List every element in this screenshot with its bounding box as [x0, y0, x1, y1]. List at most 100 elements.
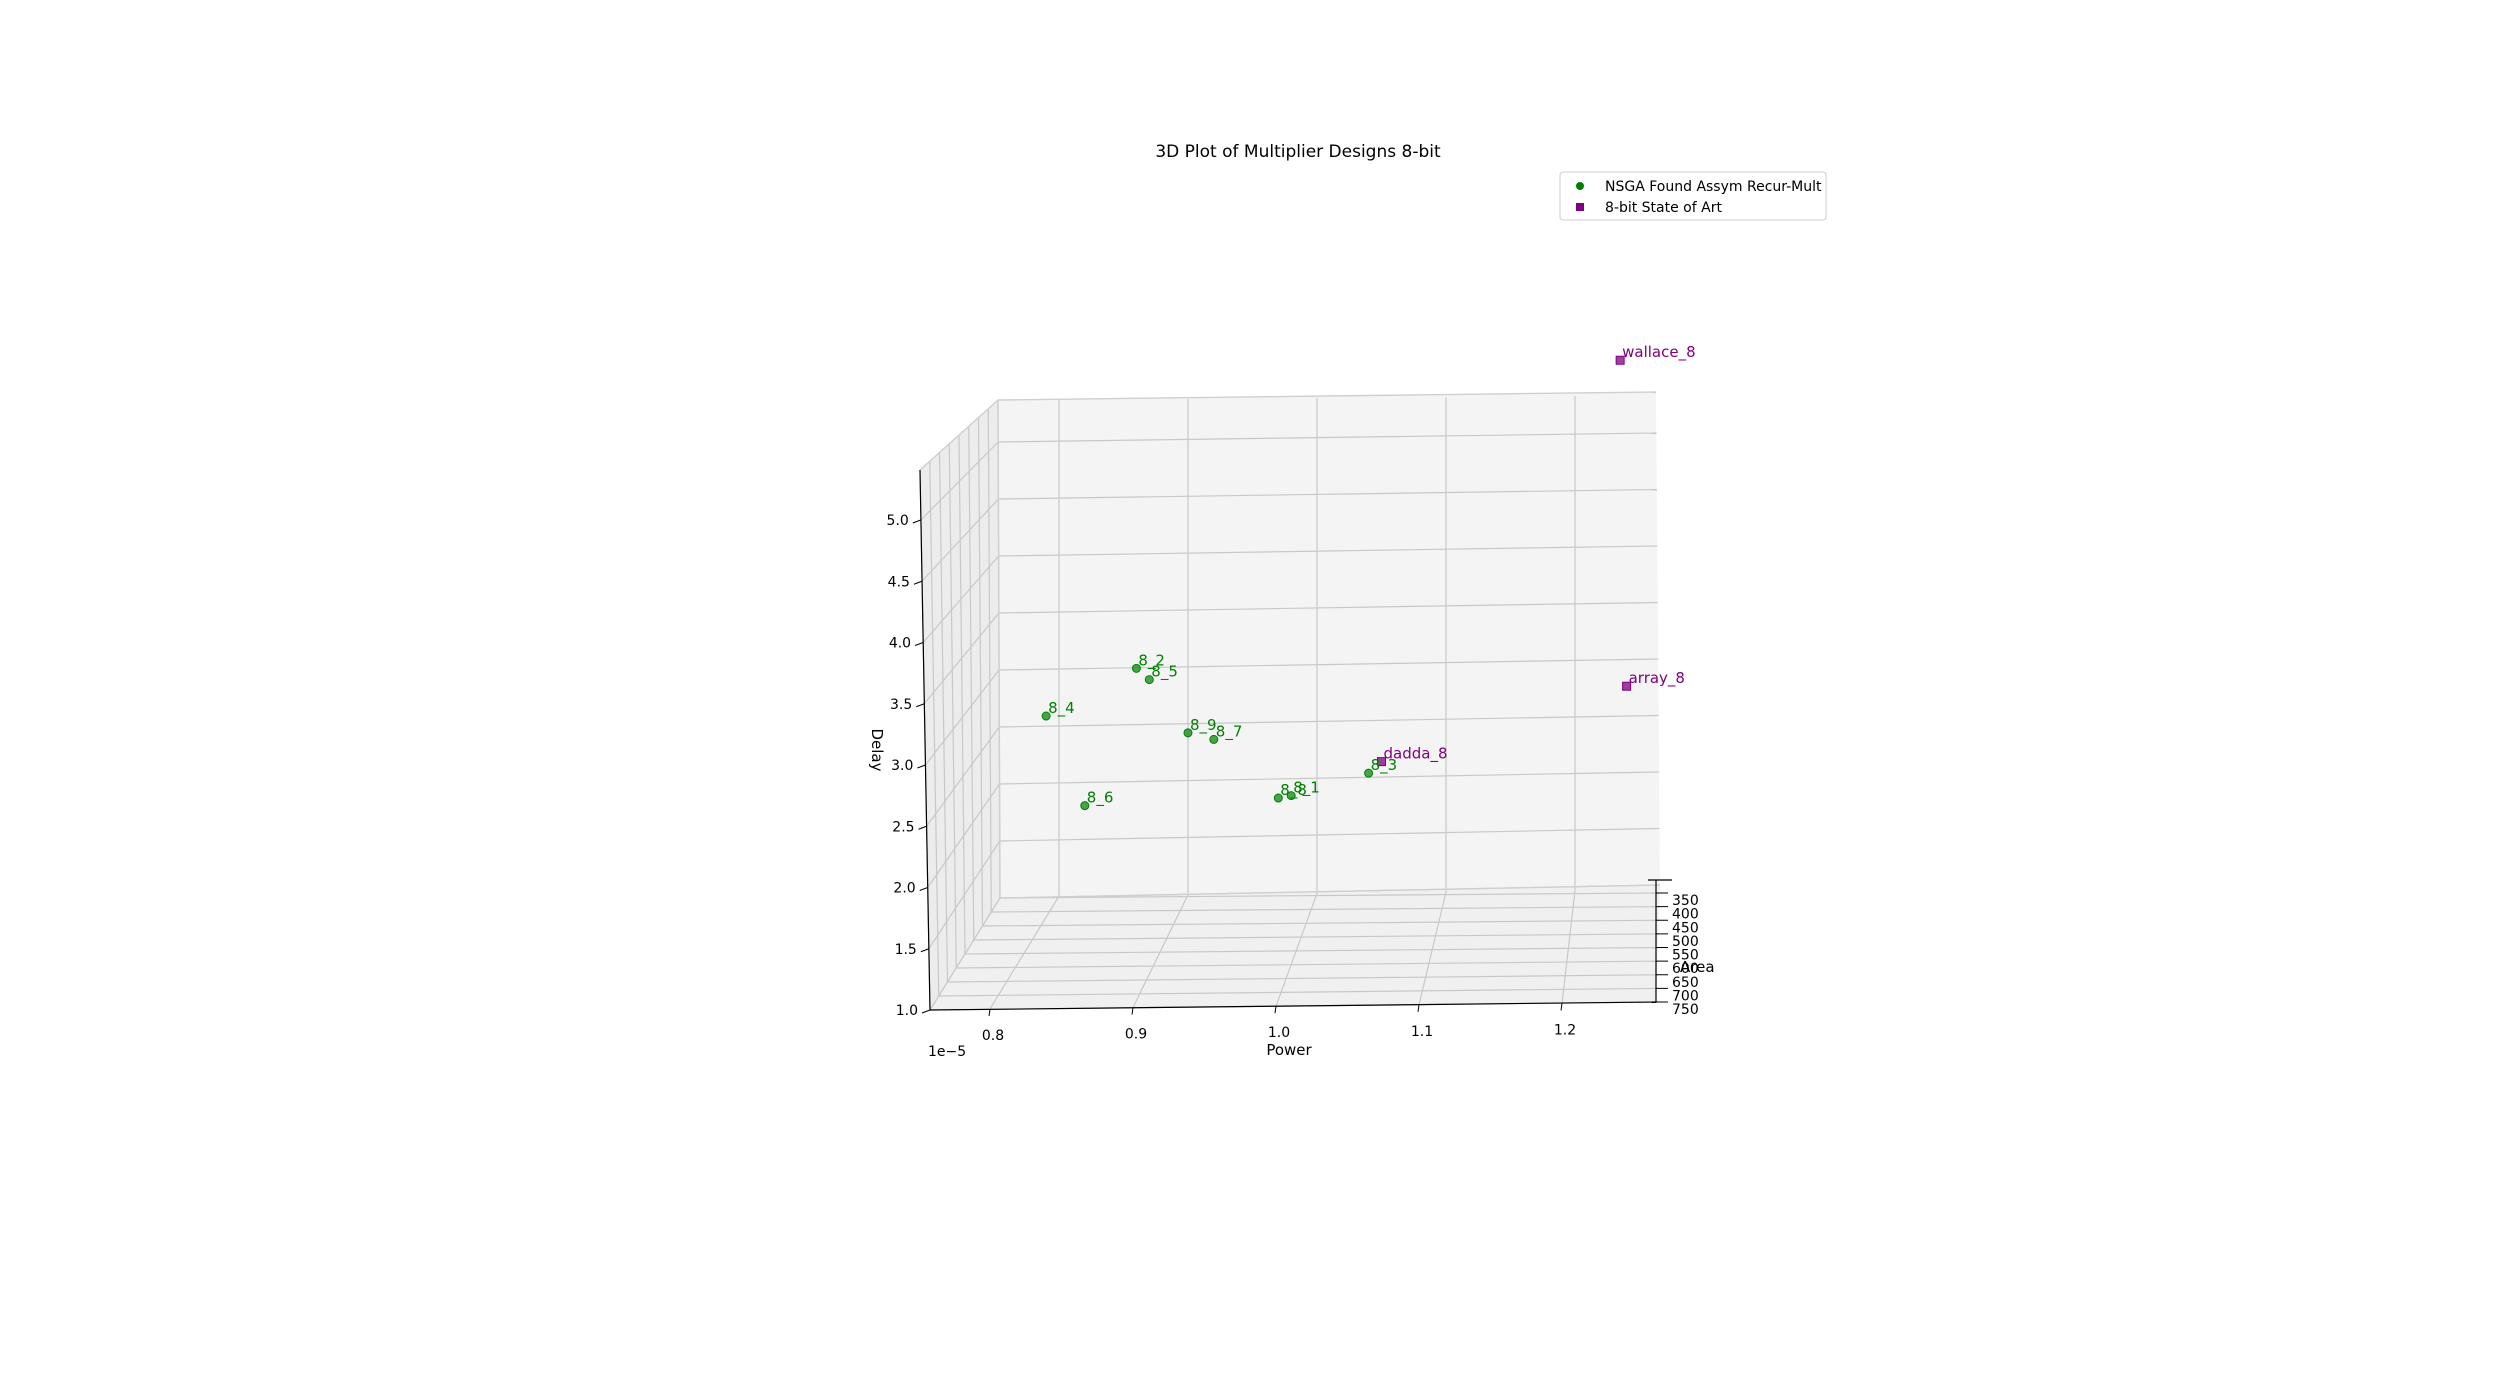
y-tick-label: 450: [1672, 920, 1699, 936]
z-tick-label: 1.5: [895, 942, 917, 958]
y-floor-gridline: [999, 892, 1659, 899]
data-label-8_5: 8_5: [1151, 663, 1178, 682]
floor-pane: [930, 885, 1660, 1010]
point-labels: 8_1 8_2 8_3 8_4 8_5 8_6 8_7 8_8 8_9 wallace_8arra…: [1048, 343, 1696, 807]
data-point-8_9: [1183, 728, 1193, 738]
z-tick: [916, 703, 925, 708]
legend-marker-state-of-art: [1576, 203, 1584, 211]
z-back-gridline: [998, 488, 1657, 500]
ticks: [912, 519, 1668, 1017]
z-tick: [921, 1009, 931, 1014]
y-floor-gridline: [982, 919, 1659, 927]
z-axis-label: Delay: [868, 728, 886, 771]
x-axis-label: Power: [1266, 1041, 1312, 1059]
x-tick: [1274, 1006, 1277, 1014]
data-label-array_8: array_8: [1629, 669, 1685, 688]
y-tick-label: 650: [1672, 975, 1699, 991]
y-tick-label: 350: [1672, 893, 1699, 909]
data-label-8_7: 8_7: [1216, 722, 1243, 741]
z-axis-line: [919, 469, 931, 1011]
z-tick-label: 2.0: [893, 881, 915, 897]
pane-edges: [919, 391, 1661, 899]
data-point-wallace_8: [1615, 355, 1625, 365]
y-floor-gridline: [973, 933, 1659, 941]
legend-marker-nsga: [1576, 182, 1584, 190]
z-tick: [914, 642, 924, 646]
data-point-dadda_8: [1377, 757, 1386, 767]
data-label-8_6: 8_6: [1087, 789, 1114, 808]
x-tick: [1560, 1003, 1563, 1011]
z-back-gridline: [999, 714, 1659, 728]
z-tick: [918, 825, 927, 830]
data-label-8_9: 8_9: [1190, 716, 1217, 735]
x-tick-label: 0.8: [982, 1028, 1004, 1044]
x-floor-gridline: [989, 895, 1060, 1010]
x-floor-gridline: [1132, 894, 1189, 1008]
x-tick-label: 1.1: [1411, 1024, 1433, 1040]
x-floor-gridline: [1418, 891, 1447, 1005]
tick-labels: 0.8 0.9 1.0 1.1 1.2 1.0 1.5 2.0 2.5 3.0 3.5 4.0 4.5 5…: [887, 513, 1699, 1044]
y-left-gridline: [977, 417, 984, 927]
z-back-gridline: [999, 827, 1660, 842]
data-points: [1041, 355, 1632, 811]
x-tick: [1417, 1004, 1420, 1012]
z-back-gridline: [999, 658, 1659, 671]
data-label-wallace_8: wallace_8: [1622, 343, 1696, 362]
z-back-gridline: [998, 545, 1658, 557]
legend-label-nsga: NSGA Found Assym Recur-Mult: [1605, 179, 1822, 195]
z-tick-label: 4.5: [888, 574, 910, 590]
x-axis-line: [929, 1001, 1657, 1011]
z-back-gridline: [999, 771, 1660, 785]
data-label-8_8: 8_8: [1280, 781, 1307, 800]
z-tick-label: 1.0: [896, 1003, 918, 1019]
x-floor-gridline: [1561, 890, 1576, 1004]
z-tick: [920, 948, 930, 953]
y-floor-gridline: [947, 974, 1659, 983]
data-point-8_4: [1041, 711, 1051, 721]
data-point-8_2: [1131, 663, 1141, 673]
data-label-8_2: 8_2: [1138, 651, 1165, 670]
y-tick-label: 550: [1672, 948, 1699, 964]
x-tick-label: 0.9: [1125, 1027, 1147, 1043]
y-tick-label: 600: [1672, 961, 1699, 977]
z-tick: [919, 887, 928, 891]
y-left-gridline: [929, 461, 940, 997]
x-tick: [988, 1008, 991, 1017]
z-tick-label: 4.0: [889, 636, 911, 652]
x-floor-gridline: [1275, 893, 1318, 1007]
z-tick-label: 3.0: [891, 758, 913, 774]
data-point-8_3: [1364, 768, 1374, 778]
legend-label-state-of-art: 8-bit State of Art: [1605, 200, 1722, 216]
data-point-8_8: [1273, 793, 1283, 803]
y-tick-label: 750: [1672, 1002, 1699, 1018]
legend-box: [1559, 171, 1827, 221]
x-tick: [1131, 1007, 1134, 1015]
y-left-gridline: [968, 426, 975, 941]
data-label-8_3: 8_3: [1371, 756, 1398, 775]
y-left-gridline: [938, 452, 949, 983]
z-tick-label: 3.5: [890, 697, 912, 713]
z-back-gridline: [998, 432, 1657, 443]
y-floor-gridline: [964, 946, 1659, 955]
z-tick-label: 5.0: [887, 513, 909, 529]
y-floor-gridline: [938, 987, 1659, 997]
y-floor-gridline: [956, 960, 1659, 969]
data-point-8_5: [1144, 675, 1154, 685]
data-point-array_8: [1622, 681, 1632, 691]
data-label-dadda_8: dadda_8: [1384, 745, 1448, 764]
z-tick: [912, 519, 921, 524]
x-tick-label: 1.2: [1554, 1022, 1576, 1038]
z-tick-label: 2.5: [892, 819, 914, 835]
z-tick: [917, 764, 926, 769]
z-back-gridline: [998, 601, 1658, 614]
y-axis-label: Area: [1680, 958, 1715, 976]
y-left-gridline: [958, 434, 966, 955]
data-label-8_1: 8_1: [1293, 779, 1320, 798]
chart-title: 3D Plot of Multiplier Designs 8-bit: [1155, 142, 1441, 162]
data-point-8_6: [1080, 801, 1090, 811]
back-pane: [998, 392, 1660, 898]
y-tick-label: 500: [1672, 934, 1699, 950]
data-point-8_7: [1209, 734, 1219, 744]
y-tick-label: 400: [1672, 907, 1699, 923]
